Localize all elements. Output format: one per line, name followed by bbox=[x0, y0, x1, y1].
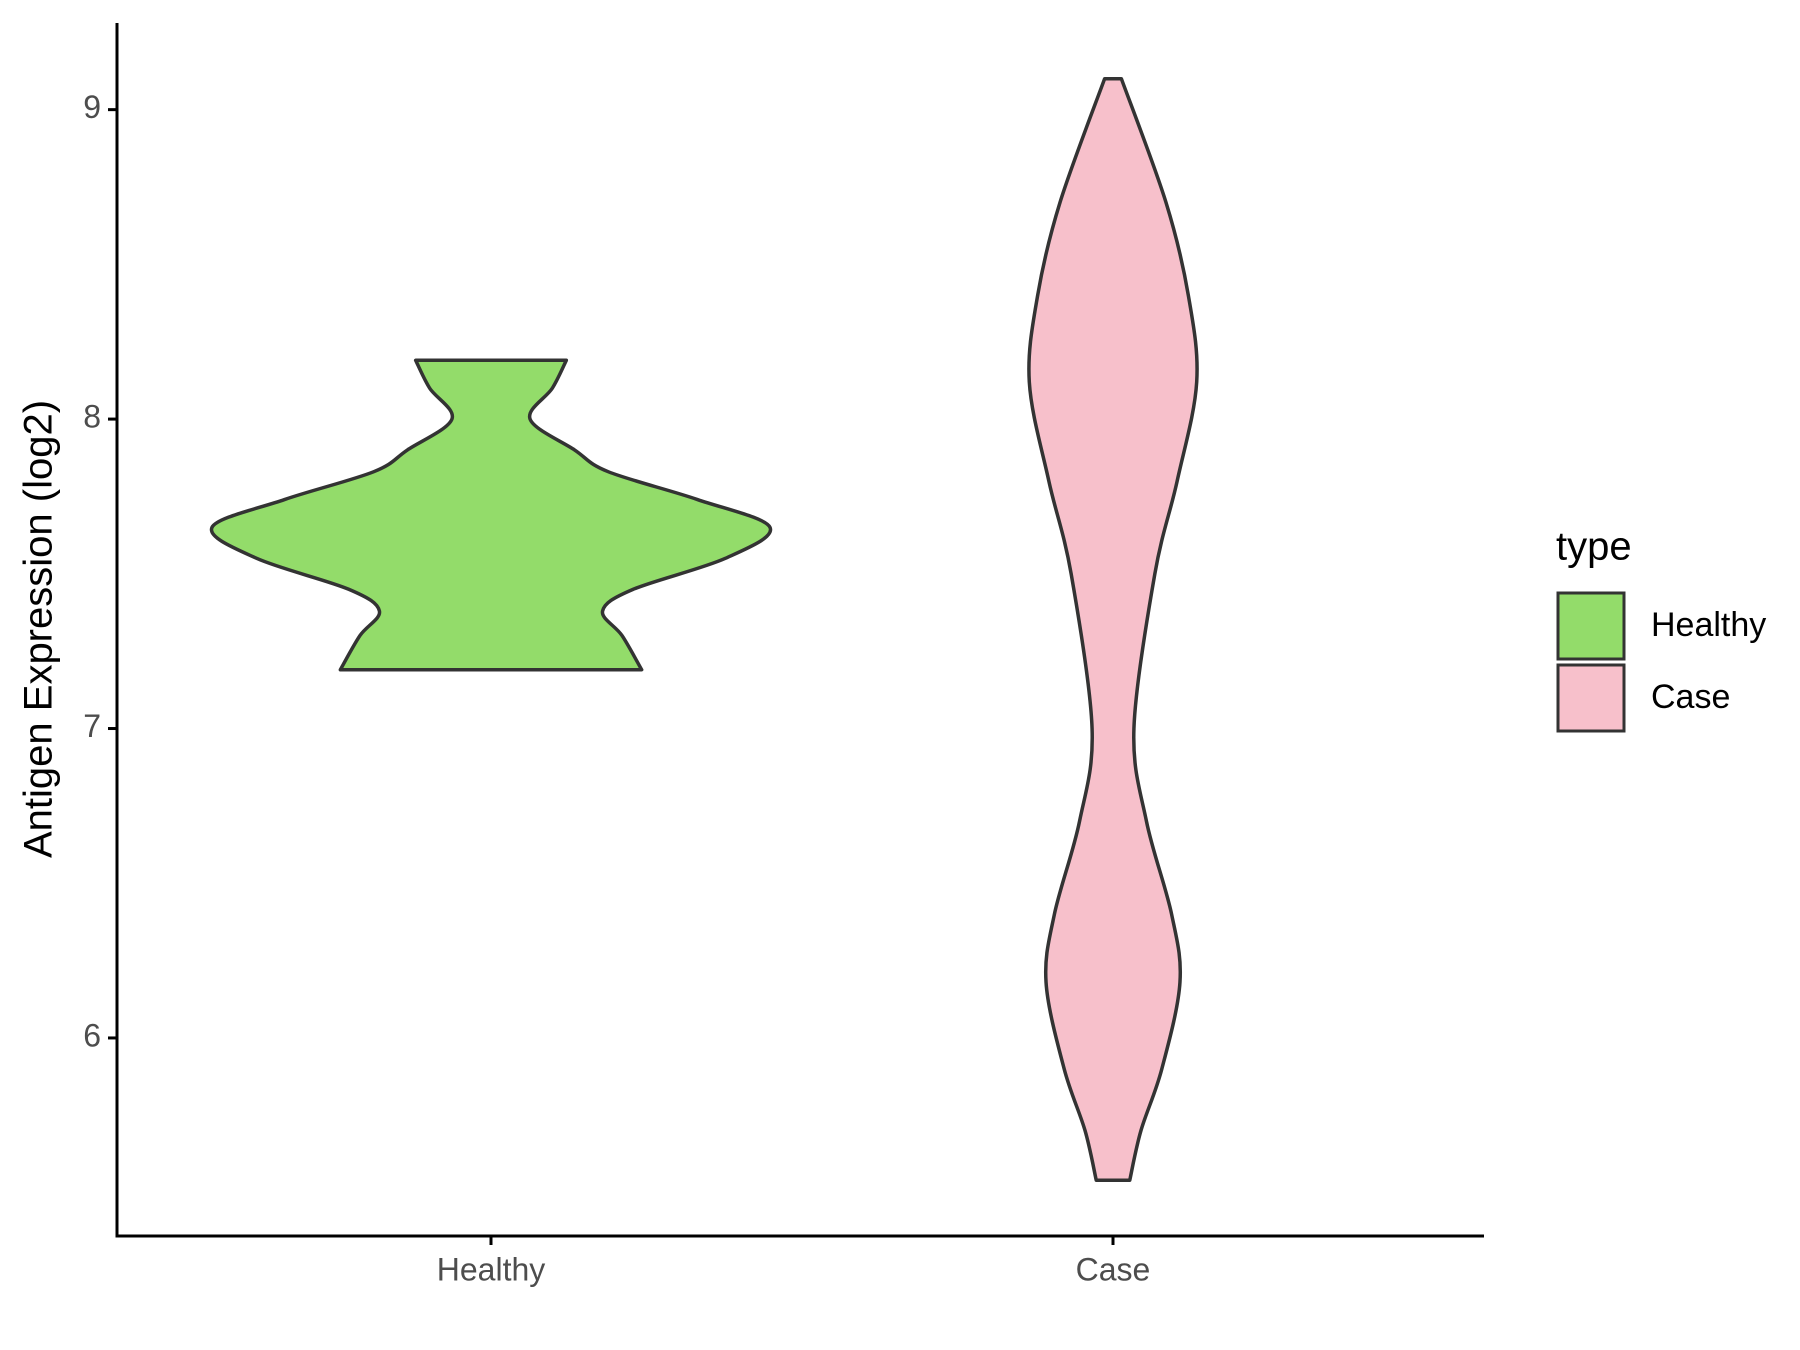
y-tick-label: 6 bbox=[83, 1017, 101, 1053]
y-tick-label: 9 bbox=[83, 89, 101, 125]
violin bbox=[209, 358, 773, 672]
x-tick-label: Case bbox=[1076, 1251, 1151, 1287]
y-tick-label: 8 bbox=[83, 399, 101, 435]
legend-label: Case bbox=[1651, 678, 1730, 716]
violin bbox=[1027, 76, 1199, 1183]
legend-key bbox=[1556, 591, 1626, 661]
legend-label: Healthy bbox=[1651, 606, 1766, 644]
legend-key bbox=[1556, 663, 1626, 733]
y-tick-label: 7 bbox=[83, 708, 101, 744]
y-axis-title: Antigen Expression (log2) bbox=[17, 400, 61, 858]
x-tick-label: Healthy bbox=[437, 1251, 546, 1287]
legend-title: type bbox=[1556, 525, 1632, 569]
